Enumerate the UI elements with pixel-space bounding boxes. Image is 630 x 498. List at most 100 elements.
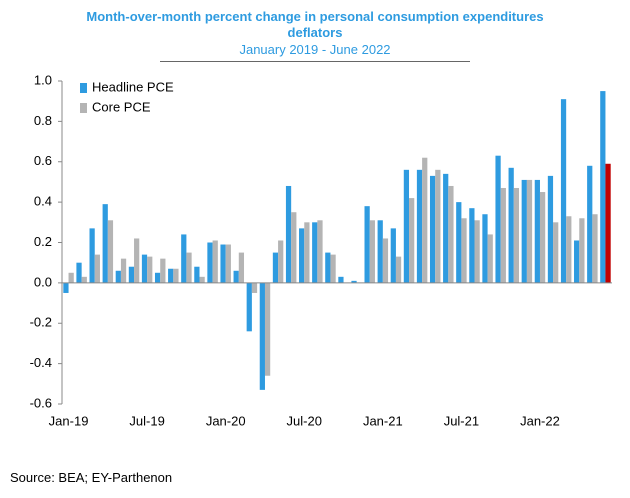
bar (115, 270, 121, 283)
bar (168, 268, 174, 283)
y-tick-label: 1.0 (34, 72, 52, 87)
bar (160, 258, 166, 283)
bar (534, 179, 540, 283)
bar (416, 169, 423, 283)
bar (469, 208, 475, 283)
bar (409, 198, 415, 283)
y-tick-label: -0.6 (30, 395, 52, 410)
bar (587, 165, 593, 283)
bar (443, 173, 449, 283)
legend-swatch (80, 103, 87, 113)
bar (207, 242, 213, 283)
bar (251, 282, 258, 293)
x-tick-label: Jul-20 (287, 413, 322, 428)
bar (194, 266, 200, 283)
bar (403, 169, 410, 283)
bar (369, 220, 375, 283)
bar (76, 262, 82, 283)
y-tick-label: 0.0 (34, 274, 52, 289)
bar (456, 202, 462, 283)
bar (495, 155, 501, 283)
bar (592, 214, 598, 283)
bar (500, 187, 506, 283)
bar (395, 256, 402, 283)
y-tick-label: 0.4 (34, 194, 52, 209)
bar (81, 276, 87, 283)
bar (377, 220, 383, 283)
bar (181, 234, 187, 283)
bar (102, 204, 108, 283)
bar (390, 228, 396, 283)
bar (600, 91, 606, 283)
bar (461, 218, 467, 283)
bar (68, 272, 74, 283)
bar (225, 244, 231, 283)
bar (134, 238, 140, 283)
bar (553, 222, 559, 283)
x-tick-label: Jan-20 (206, 413, 246, 428)
x-tick-label: Jan-21 (363, 413, 403, 428)
bar (521, 179, 527, 283)
bar (173, 268, 179, 283)
bar (272, 252, 279, 283)
bar (513, 187, 520, 283)
bar (526, 179, 533, 283)
bar (141, 254, 148, 283)
bar (422, 157, 428, 283)
bar (299, 228, 305, 283)
bar (63, 282, 69, 293)
chart-subtitle: January 2019 - June 2022 (160, 42, 470, 62)
bar (429, 175, 436, 283)
bar (539, 192, 546, 283)
bar (364, 206, 370, 283)
bar (547, 175, 554, 283)
bar (120, 258, 127, 283)
bar (508, 167, 514, 283)
y-tick-label: -0.4 (30, 355, 52, 370)
bar (259, 282, 265, 390)
bar (278, 240, 284, 283)
bar (291, 212, 297, 283)
bar (474, 220, 480, 283)
bar (212, 240, 218, 283)
x-tick-label: Jan-22 (520, 413, 560, 428)
bar (448, 185, 454, 283)
bar (325, 252, 331, 283)
bar (147, 256, 153, 283)
bar (435, 169, 441, 283)
bar (238, 252, 245, 283)
bar (285, 185, 292, 283)
bar (94, 254, 100, 283)
bar (128, 266, 135, 283)
x-tick-label: Jul-19 (129, 413, 164, 428)
bar (186, 252, 192, 283)
bar (199, 276, 205, 283)
y-tick-label: 0.2 (34, 234, 52, 249)
bar (154, 272, 161, 283)
bar (338, 276, 344, 283)
bar (579, 218, 585, 283)
bar (304, 222, 310, 283)
bar (605, 163, 611, 283)
bar (482, 214, 488, 283)
bar (487, 234, 493, 283)
legend-swatch (80, 83, 87, 93)
y-tick-label: 0.6 (34, 153, 52, 168)
bar (89, 228, 95, 283)
bar (560, 99, 567, 283)
chart-title: Month-over-month percent change in perso… (86, 9, 544, 40)
bar (330, 254, 336, 283)
x-tick-label: Jul-21 (444, 413, 479, 428)
bar (246, 282, 252, 332)
bar (233, 270, 239, 283)
legend-label: Core PCE (92, 99, 151, 114)
legend-label: Headline PCE (92, 79, 174, 94)
bar (317, 220, 323, 283)
bar (264, 282, 271, 376)
y-tick-label: -0.2 (30, 315, 52, 330)
bar (566, 216, 572, 283)
x-tick-label: Jan-19 (49, 413, 89, 428)
bar (107, 220, 114, 283)
